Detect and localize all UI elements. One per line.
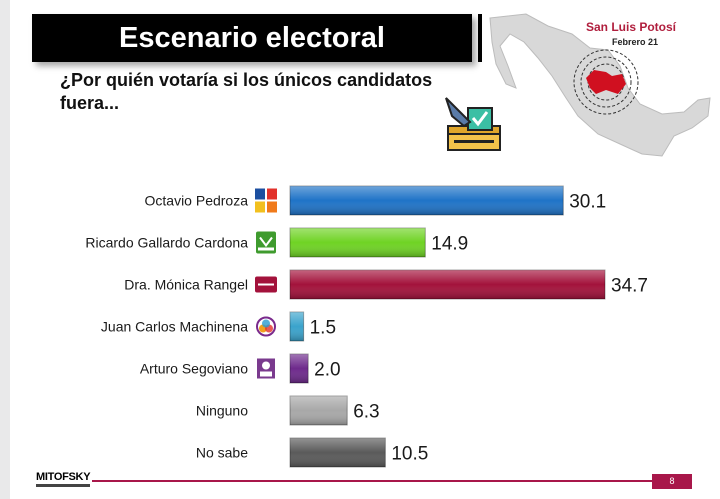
- independent-candidate-icon: [257, 358, 275, 379]
- value-label-2: 34.7: [611, 276, 648, 297]
- footer-line: [92, 480, 692, 482]
- category-label-4: Arturo Segoviano: [140, 361, 248, 377]
- mexico-map-icon: [489, 13, 711, 157]
- category-label-5: Ninguno: [196, 403, 248, 419]
- slide-title: Escenario electoral: [119, 22, 385, 54]
- logo-text: MITOFSKY: [36, 471, 91, 483]
- ballot-box-icon: [444, 94, 504, 156]
- value-label-4: 2.0: [314, 360, 340, 381]
- survey-question: ¿Por quién votaría si los únicos candida…: [60, 70, 433, 113]
- verde-party-icon: [256, 231, 276, 254]
- page-number: 8: [652, 474, 692, 489]
- value-label-3: 1.5: [310, 318, 336, 339]
- title-bar: Escenario electoral: [32, 14, 472, 62]
- value-label-6: 10.5: [391, 444, 428, 465]
- bar-shade-0: [290, 186, 564, 215]
- pes-party-icon: [256, 316, 276, 337]
- mitofsky-logo: MITOFSKY: [36, 466, 92, 490]
- value-label-0: 30.1: [569, 192, 606, 213]
- morena-party-icon: [255, 276, 277, 293]
- bar-shade-3: [290, 312, 304, 341]
- survey-date: Febrero 21: [611, 37, 658, 47]
- category-label-0: Octavio Pedroza: [145, 193, 249, 209]
- bar-shade-2: [290, 270, 605, 299]
- bar-shade-4: [290, 354, 309, 383]
- mexico-map: San Luis Potosí Febrero 21: [486, 4, 716, 169]
- left-border: [0, 0, 10, 499]
- bar-shade-5: [290, 396, 348, 425]
- coalition-pan-pri-prd-icon: [255, 188, 277, 213]
- value-label-5: 6.3: [353, 402, 379, 423]
- title-accent: [478, 14, 482, 62]
- value-label-1: 14.9: [431, 234, 468, 255]
- category-label-6: No sabe: [196, 445, 248, 461]
- bar-shade-6: [290, 438, 386, 467]
- category-label-1: Ricardo Gallardo Cardona: [85, 235, 248, 251]
- region-name: San Luis Potosí: [585, 20, 676, 34]
- category-label-2: Dra. Mónica Rangel: [124, 277, 248, 293]
- logo-underline: [36, 484, 90, 487]
- bar-shade-1: [290, 228, 426, 257]
- category-label-3: Juan Carlos Machinena: [101, 319, 248, 335]
